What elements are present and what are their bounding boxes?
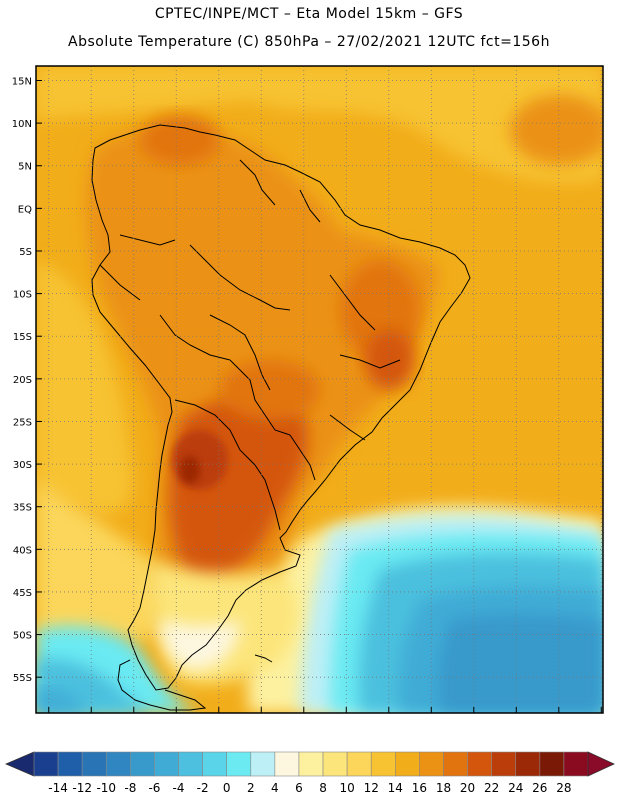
colorbar-box — [57, 751, 83, 777]
colorbar-box — [395, 751, 420, 777]
colorbar-level-label: 2 — [247, 781, 255, 795]
colorbar-level-label: 16 — [412, 781, 427, 795]
colorbar-box — [274, 751, 300, 777]
lat-label: 20S — [13, 375, 32, 386]
colorbar-box — [419, 751, 444, 777]
colorbar-level-label: 24 — [508, 781, 523, 795]
lat-label: 55S — [13, 673, 32, 684]
lon-label: 20W — [590, 719, 613, 720]
colorbar-level-label: 12 — [364, 781, 379, 795]
colorbar-box — [81, 751, 107, 777]
colorbar-level-label: -14 — [48, 781, 68, 795]
colorbar-level-label: 14 — [388, 781, 403, 795]
colorbar-box — [370, 751, 396, 777]
lat-label: 50S — [13, 631, 32, 642]
chart-title-line1: CPTEC/INPE/MCT – Eta Model 15km – GFS — [154, 6, 464, 22]
colorbar-level-label: 0 — [223, 781, 231, 795]
chart-title-line2: Absolute Temperature (C) 850hPa – 27/02/… — [68, 34, 550, 50]
temperature-map: 15N 10N 5N EQ 5S 10S 15S 20S 25S 30S 35S 40S 45S 50S 5… — [12, 65, 613, 720]
lat-label: 15N — [12, 76, 32, 87]
colorbar-level-label: 28 — [556, 781, 571, 795]
colorbar-box — [154, 751, 179, 777]
temperature-field — [36, 66, 603, 713]
colorbar-box — [33, 751, 59, 777]
colorbar-level-label: 20 — [460, 781, 475, 795]
lon-label: 40W — [420, 719, 443, 720]
colorbar-box — [226, 751, 252, 777]
lat-label: 35S — [13, 503, 32, 514]
latitude-labels: 15N 10N 5N EQ 5S 10S 15S 20S 25S 30S 35S 40S 45S 50S 5… — [12, 76, 42, 684]
lon-label: 45W — [377, 719, 400, 720]
colorbar-level-label: -12 — [72, 781, 92, 795]
colorbar-box — [563, 751, 589, 777]
colorbar-box — [130, 751, 155, 777]
colorbar-box — [539, 751, 565, 777]
lat-label: 10S — [13, 290, 32, 301]
colorbar-level-label: 10 — [339, 781, 354, 795]
lat-label: 40S — [13, 545, 32, 556]
lat-label: 45S — [13, 588, 32, 599]
colorbar-box — [298, 751, 324, 777]
colorbar-level-label: 18 — [436, 781, 451, 795]
colorbar-left-arrow — [4, 751, 35, 777]
lat-label: 5S — [19, 247, 32, 258]
lat-label: 15S — [13, 332, 32, 343]
colorbar-level-label: -10 — [96, 781, 116, 795]
lon-label: 35W — [462, 719, 485, 720]
colorbar-level-label: 6 — [295, 781, 303, 795]
colorbar-box — [491, 751, 517, 777]
colorbar-level-label: 26 — [532, 781, 547, 795]
colorbar-level-label: -6 — [148, 781, 160, 795]
colorbar-level-label: 4 — [271, 781, 279, 795]
lon-label: 65W — [207, 719, 230, 720]
colorbar-box — [346, 751, 372, 777]
colorbar: -14 -12 -10 -8 -6 -4 -2 0 2 4 6 8 10 12 14 16 18 20 22 24 26… — [4, 751, 615, 795]
lon-label: 75W — [122, 719, 145, 720]
lat-label: 30S — [13, 460, 32, 471]
map-frame — [35, 65, 604, 714]
colorbar-right-arrow — [587, 751, 615, 777]
lon-label: 55W — [292, 719, 315, 720]
colorbar-box — [202, 751, 227, 777]
colorbar-box — [443, 751, 468, 777]
lon-label: 25W — [547, 719, 570, 720]
lat-label: 5N — [18, 162, 32, 173]
colorbar-box — [105, 751, 131, 777]
lat-label: 25S — [13, 417, 32, 428]
colorbar-level-label: 22 — [484, 781, 499, 795]
colorbar-box — [250, 751, 276, 777]
lat-label: EQ — [18, 204, 32, 215]
lon-label: 80W — [80, 719, 103, 720]
colorbar-box — [515, 751, 541, 777]
coastlines — [91, 124, 471, 711]
colorbar-box — [322, 751, 348, 777]
lon-label: 70W — [165, 719, 188, 720]
lon-label: 50W — [335, 719, 358, 720]
lon-label: 30W — [505, 719, 528, 720]
lon-label: 60W — [250, 719, 273, 720]
colorbar-level-label: -4 — [173, 781, 185, 795]
colorbar-level-label: -2 — [197, 781, 209, 795]
colorbar-box — [178, 751, 203, 777]
lon-label: 85W — [37, 719, 60, 720]
colorbar-level-label: 8 — [319, 781, 327, 795]
graticule — [36, 66, 603, 713]
longitude-labels: 85W 80W 75W 70W 65W 60W 55W 50W 45W 40W 35W 30W 25W 2… — [37, 707, 613, 720]
lat-label: 10N — [12, 119, 32, 130]
colorbar-level-label: -8 — [124, 781, 136, 795]
colorbar-box — [467, 751, 492, 777]
